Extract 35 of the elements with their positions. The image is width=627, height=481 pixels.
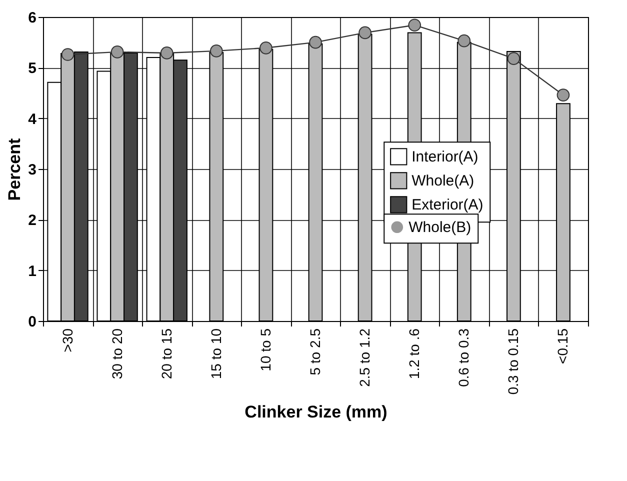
point: [507, 52, 520, 65]
x-tick-label: 30 to 20: [108, 328, 125, 380]
x-tick-label: >30: [59, 328, 76, 352]
point: [61, 48, 74, 61]
point: [160, 46, 174, 60]
legend-label: Exterior(A): [412, 196, 484, 214]
legend-label: Whole(A): [412, 172, 474, 190]
point: [110, 46, 124, 58]
x-tick-label: 10 to 5: [257, 328, 274, 372]
point: [210, 44, 223, 58]
x-tick-label: 0.3 to 0.15: [505, 328, 522, 395]
x-tick-label: 15 to 10: [208, 328, 224, 380]
y-tick-label: 2: [28, 212, 36, 230]
legend-label: Whole(B): [408, 219, 472, 236]
legend-label: Interior(A): [412, 148, 478, 166]
x-tick-label: <0.15: [554, 328, 571, 364]
point: [458, 34, 471, 48]
point: [556, 88, 570, 102]
x-tick-label: 5 to 2.5: [307, 328, 323, 376]
y-tick-label: 6: [28, 10, 36, 26]
y-tick-label: 4: [28, 110, 38, 128]
x-tick-label: 20 to 15: [158, 328, 174, 380]
x-tick-label: 1.2 to .6: [406, 328, 422, 380]
point: [408, 18, 422, 32]
point: [260, 42, 272, 54]
point: [358, 26, 372, 40]
y-tick-label: 0: [28, 314, 36, 330]
x-axis-title: Clinker Size (mm): [244, 402, 388, 422]
y-tick-label: 3: [28, 162, 36, 178]
x-tick-label: 0.6 to 0.3: [456, 328, 472, 387]
x-tick-label: 2.5 to 1.2: [356, 328, 373, 387]
y-tick-label: 5: [28, 60, 36, 78]
y-tick-label: 1: [28, 262, 36, 280]
y-axis-title: Percent: [5, 138, 24, 201]
point: [309, 36, 322, 49]
